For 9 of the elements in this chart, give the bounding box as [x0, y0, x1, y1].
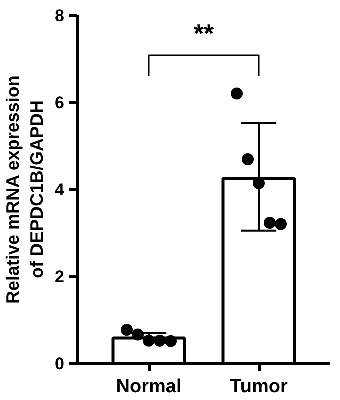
y-tick-label: 4: [55, 180, 66, 200]
x-tick-label: Tumor: [230, 376, 288, 398]
y-tick-label: 6: [55, 94, 65, 112]
annotation: **: [194, 18, 215, 49]
y-tick-label: 8: [55, 6, 65, 26]
y-tick-label: 2: [55, 268, 65, 286]
y-tick-label: 0: [55, 354, 65, 374]
y-axis-title: Relative mRNA expression of DEPDC1B/GAPDH: [3, 76, 48, 304]
x-tick-label: Normal: [116, 376, 182, 398]
